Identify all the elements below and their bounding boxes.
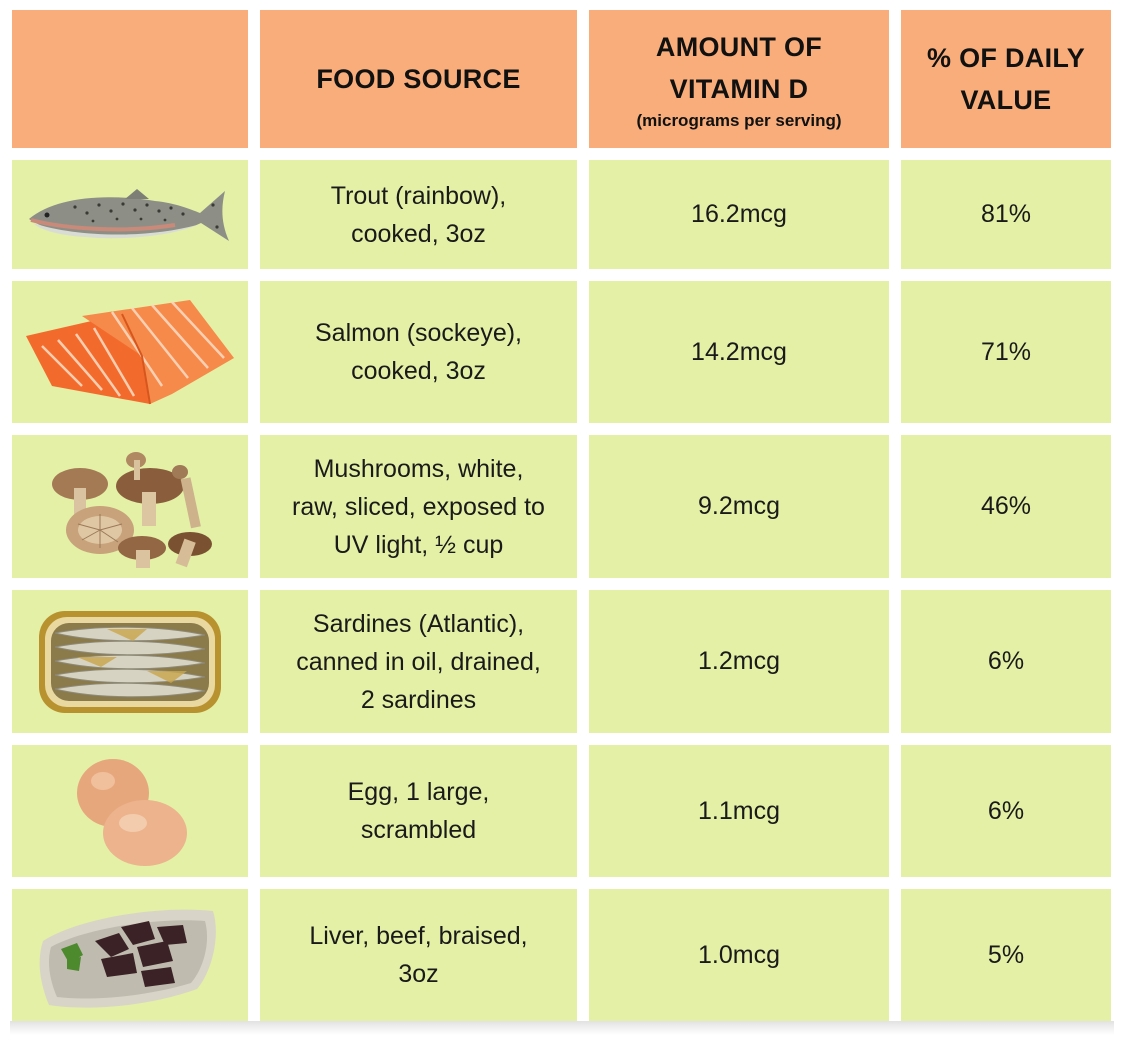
amount-value: 14.2mcg [691,337,787,366]
amount-cell: 16.2mcg [589,160,889,269]
amount-cell: 14.2mcg [589,281,889,423]
header-food-source-label: FOOD SOURCE [316,64,521,94]
food-line: Salmon (sockeye), [314,319,523,347]
amount-value: 9.2mcg [698,492,780,520]
header-daily-line1: % OF DAILY [926,43,1086,73]
daily-value: 6% [987,796,1025,825]
salmon-icon [22,296,238,408]
header-amount: AMOUNT OF VITAMIN D (micrograms per serv… [589,10,889,148]
image-cell [12,160,248,269]
image-cell [12,435,248,578]
mushrooms-icon [40,444,220,570]
image-cell [12,889,248,1021]
amount-cell: 1.1mcg [589,745,889,877]
amount-cell: 1.0mcg [589,889,889,1021]
image-cell [12,590,248,733]
food-line: cooked, 3oz [351,357,486,385]
daily-value: 81% [980,200,1032,228]
amount-cell: 9.2mcg [589,435,889,578]
header-daily-line2: VALUE [960,85,1052,115]
daily-value-cell: 6% [901,590,1111,733]
food-line: Liver, beef, braised, [309,922,528,950]
table-shadow [10,1021,1114,1035]
trout-icon [25,183,235,247]
food-line: raw, sliced, exposed to [292,492,545,521]
amount-value: 1.0mcg [698,940,780,969]
food-cell: Sardines (Atlantic), canned in oil, drai… [260,590,577,733]
header-amount-sub: (micrograms per serving) [636,111,842,130]
header-amount-line2: VITAMIN D [669,74,809,104]
food-line: Sardines (Atlantic), [312,609,525,638]
daily-value: 6% [987,647,1025,675]
food-cell: Trout (rainbow), cooked, 3oz [260,160,577,269]
eggs-icon [65,753,195,869]
image-cell [12,745,248,877]
daily-value-cell: 5% [901,889,1111,1021]
food-line: Trout (rainbow), [330,181,507,210]
amount-value: 1.2mcg [698,647,780,675]
amount-value: 1.1mcg [698,796,780,825]
image-cell [12,281,248,423]
food-line: 2 sardines [360,685,477,714]
food-cell: Mushrooms, white, raw, sliced, exposed t… [260,435,577,578]
header-amount-line1: AMOUNT OF [655,32,823,62]
daily-value-cell: 71% [901,281,1111,423]
food-cell: Salmon (sockeye), cooked, 3oz [260,281,577,423]
food-line: scrambled [360,816,477,844]
food-line: canned in oil, drained, [296,647,541,676]
daily-value: 46% [980,492,1032,520]
liver-icon [37,897,223,1013]
food-cell: Egg, 1 large, scrambled [260,745,577,877]
amount-cell: 1.2mcg [589,590,889,733]
food-line: cooked, 3oz [351,219,486,248]
food-line: UV light, ½ cup [333,530,504,559]
header-daily-value: % OF DAILY VALUE [901,10,1111,148]
daily-value-cell: 81% [901,160,1111,269]
food-line: 3oz [398,960,439,988]
daily-value: 5% [987,940,1025,969]
food-cell: Liver, beef, braised, 3oz [260,889,577,1021]
food-line: Mushrooms, white, [313,454,524,483]
header-image-cell [12,10,248,148]
daily-value: 71% [980,337,1032,366]
sardines-icon [37,607,223,717]
food-line: Egg, 1 large, [347,778,490,806]
header-food-source: FOOD SOURCE [260,10,577,148]
daily-value-cell: 6% [901,745,1111,877]
daily-value-cell: 46% [901,435,1111,578]
amount-value: 16.2mcg [691,200,787,228]
